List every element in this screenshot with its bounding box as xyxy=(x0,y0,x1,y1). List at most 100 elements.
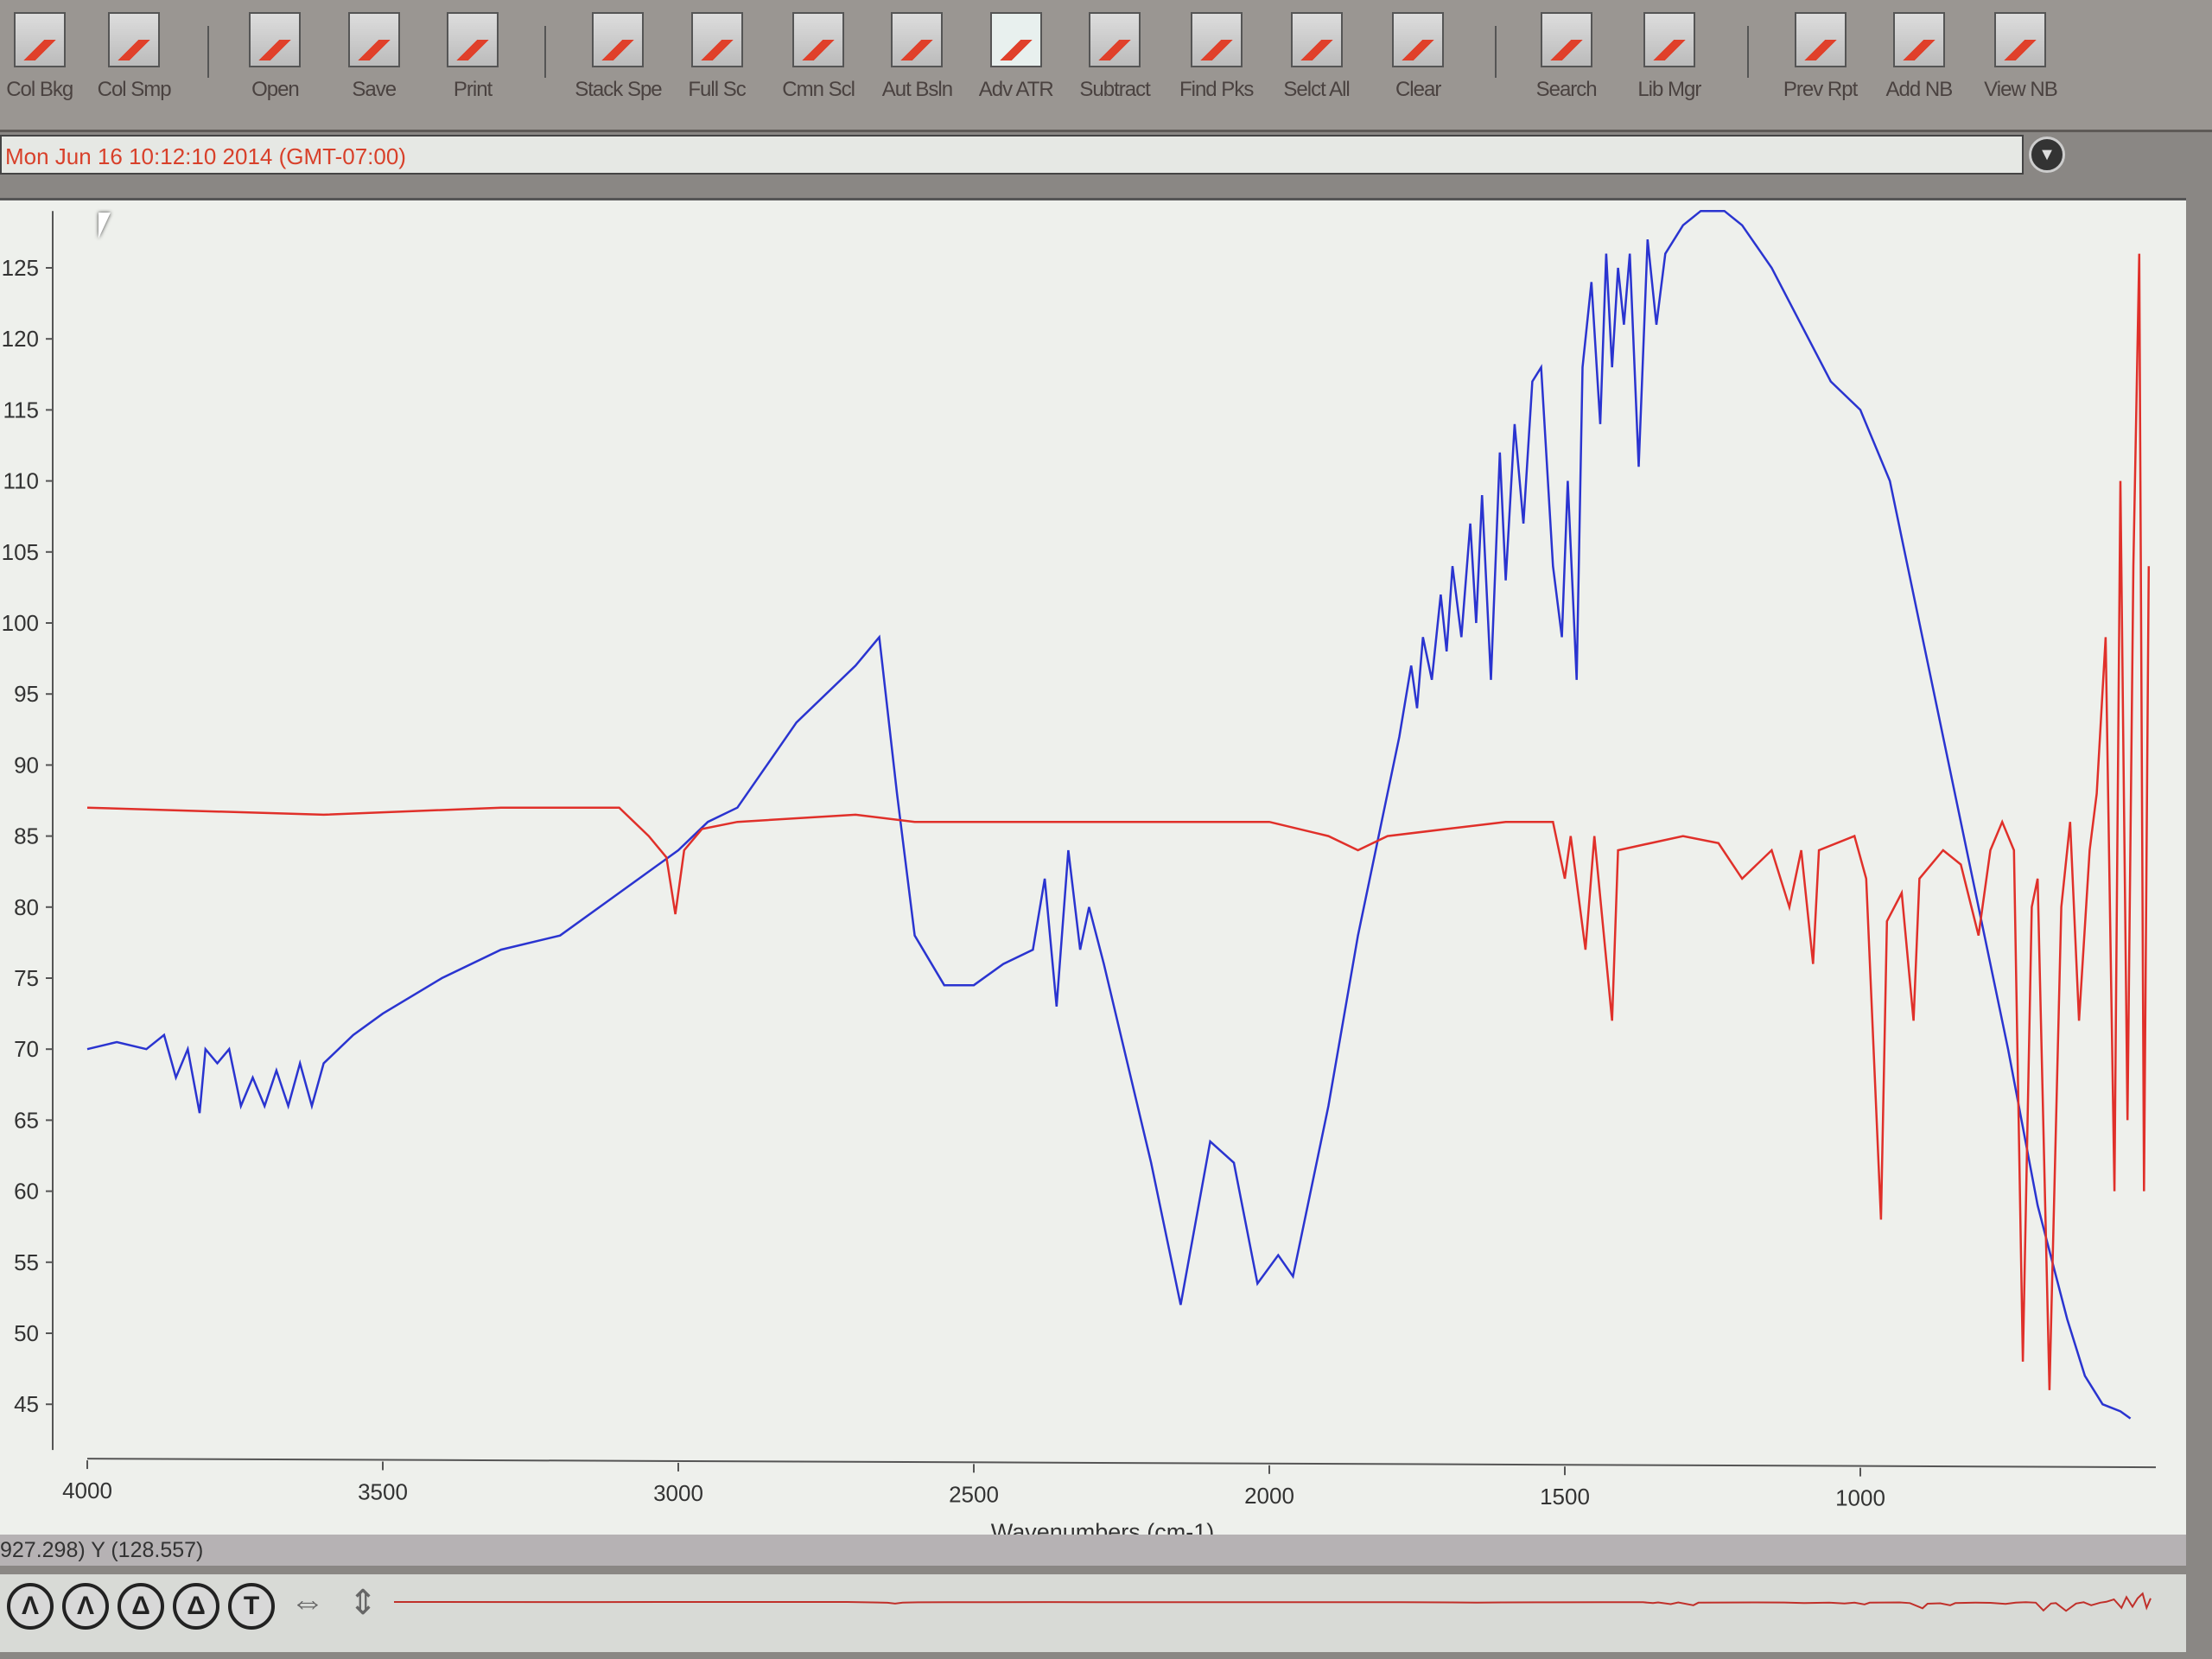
mouse-cursor-icon xyxy=(99,213,111,238)
x-axis-label: Wavenumbers (cm-1) xyxy=(991,1519,1215,1535)
peak-area-icon[interactable]: Δ xyxy=(118,1583,164,1630)
col-bkg-button[interactable]: Col Bkg xyxy=(0,12,83,116)
toolbar-button-label: Adv ATR xyxy=(978,78,1054,101)
open-button[interactable]: Open xyxy=(232,12,318,116)
find-pks-button[interactable]: Find Pks xyxy=(1173,12,1260,116)
x-tick-label: 3500 xyxy=(358,1479,408,1505)
col-smp-button[interactable]: Col Smp xyxy=(91,12,177,116)
spectrum-title-field[interactable]: Mon Jun 16 10:12:10 2014 (GMT-07:00) xyxy=(0,135,2024,175)
toolbar-separator xyxy=(1747,26,1749,78)
add-nb-button[interactable]: Add NB xyxy=(1876,12,1962,116)
open-icon xyxy=(249,12,302,67)
overview-pane[interactable] xyxy=(394,1574,2186,1652)
toolbar-button-label: Subtract xyxy=(1079,78,1150,101)
toolbar-separator xyxy=(207,26,209,78)
y-tick-label: 110 xyxy=(3,468,39,494)
auto-baseline-icon xyxy=(891,12,944,67)
x-tick-label: 1500 xyxy=(1540,1484,1590,1510)
view-nb-button[interactable]: View NB xyxy=(1977,12,2063,116)
y-tick-label: 70 xyxy=(14,1036,39,1062)
horizontal-zoom-icon[interactable]: ⇔ xyxy=(290,1583,325,1621)
cursor-readout: 927.298) Y (128.557) xyxy=(0,1538,204,1562)
stack-spe-button[interactable]: Stack Spe xyxy=(575,12,663,116)
toolbar-separator xyxy=(544,26,546,78)
search-button[interactable]: Search xyxy=(1523,12,1610,116)
print-icon xyxy=(447,12,499,67)
toolbar-button-label: Find Pks xyxy=(1179,78,1254,101)
subtract-button[interactable]: Subtract xyxy=(1071,12,1158,116)
collect-background-icon xyxy=(13,12,66,67)
toolbar-button-label: Lib Mgr xyxy=(1637,78,1701,101)
full-sc-button[interactable]: Full Sc xyxy=(674,12,760,116)
status-bar: 927.298) Y (128.557) xyxy=(0,1535,2186,1566)
y-tick-label: 125 xyxy=(2,255,39,281)
toolbar-button-label: Clear xyxy=(1395,78,1441,101)
y-tick-label: 45 xyxy=(14,1391,39,1417)
x-tick-label: 1000 xyxy=(1835,1485,1885,1511)
toolbar-button-label: Search xyxy=(1535,78,1598,101)
x-tick-label: 4000 xyxy=(62,1478,112,1503)
prev-rpt-button[interactable]: Prev Rpt xyxy=(1777,12,1864,116)
toolbar-button-label: Add NB xyxy=(1885,78,1954,101)
cmn-scl-button[interactable]: Cmn Scl xyxy=(775,12,861,116)
toolbar-button-label: Cmn Scl xyxy=(782,78,855,101)
toolbar-button-label: View NB xyxy=(1984,78,2058,101)
selct-all-button[interactable]: Selct All xyxy=(1274,12,1360,116)
toolbar-button-label: Prev Rpt xyxy=(1783,78,1858,101)
toolbar-button-label: Col Bkg xyxy=(6,78,73,101)
peak-height-icon[interactable]: Λ xyxy=(62,1583,109,1630)
print-button[interactable]: Print xyxy=(429,12,516,116)
text-annotation-icon[interactable]: T xyxy=(228,1583,275,1630)
view-notebook-icon xyxy=(1994,12,2047,67)
y-tick-label: 50 xyxy=(14,1320,39,1346)
y-tick-label: 100 xyxy=(2,610,39,636)
toolbar-separator xyxy=(1495,26,1497,78)
peak-label-icon[interactable]: Λ xyxy=(7,1583,54,1630)
overview-spectrum-line xyxy=(394,1592,2152,1612)
lib-mgr-button[interactable]: Lib Mgr xyxy=(1626,12,1713,116)
x-axis xyxy=(86,1458,2157,1469)
spectrum-chart[interactable]: 45 50 55 60 65 70 75 80 85 90 95 100 105 110 115 120 125… xyxy=(0,200,2186,1535)
y-tick-label: 90 xyxy=(14,752,39,778)
common-scale-icon xyxy=(792,12,845,67)
toolbar-button-label: Print xyxy=(453,78,493,101)
x-tick-label: 2000 xyxy=(1244,1483,1294,1509)
corrected-area-icon[interactable]: Δ xyxy=(173,1583,219,1630)
y-tick-label: 95 xyxy=(14,681,39,707)
y-tick-label: 65 xyxy=(14,1107,39,1133)
clear-button[interactable]: Clear xyxy=(1375,12,1461,116)
y-tick-label: 60 xyxy=(14,1179,39,1205)
toolbar-button-label: Aut Bsln xyxy=(881,78,953,101)
aut-bsln-button[interactable]: Aut Bsln xyxy=(874,12,960,116)
preview-report-icon xyxy=(1794,12,1847,67)
y-tick-label: 80 xyxy=(14,894,39,920)
y-tick-label: 115 xyxy=(3,397,39,423)
select-all-icon xyxy=(1290,12,1343,67)
y-tick-label: 55 xyxy=(14,1249,39,1275)
x-tick-label: 2500 xyxy=(949,1481,999,1507)
x-tick-label: 3000 xyxy=(653,1480,703,1506)
toolbar-button-label: Col Smp xyxy=(97,78,172,101)
spectrum-select-dropdown-icon[interactable]: ▼ xyxy=(2029,137,2065,173)
save-icon xyxy=(347,12,400,67)
stack-spectra-icon xyxy=(592,12,645,67)
find-peaks-icon xyxy=(1190,12,1243,67)
spectrum-window[interactable]: 45 50 55 60 65 70 75 80 85 90 95 100 105 110 115 120 125… xyxy=(0,198,2186,1535)
add-notebook-icon xyxy=(1892,12,1945,67)
collect-sample-icon xyxy=(108,12,161,67)
toolbar: Col Bkg Col Smp Open Save Print Stack Spe Full… xyxy=(0,0,2212,132)
advanced-atr-icon xyxy=(989,12,1042,67)
vertical-zoom-icon[interactable]: ⇕ xyxy=(348,1584,378,1622)
spectrum-line-2 xyxy=(86,253,2151,1390)
spectrum-title: Mon Jun 16 10:12:10 2014 (GMT-07:00) xyxy=(5,143,406,169)
toolbar-button-label: Open xyxy=(251,78,300,101)
save-button[interactable]: Save xyxy=(331,12,417,116)
bottom-toolbar: Λ Λ Δ Δ T ⇔ ⇕ xyxy=(0,1574,2186,1652)
y-tick-label: 85 xyxy=(14,823,39,849)
toolbar-button-label: Selct All xyxy=(1283,78,1350,101)
clear-icon xyxy=(1392,12,1445,67)
toolbar-button-label: Stack Spe xyxy=(575,78,662,101)
y-tick-label: 75 xyxy=(14,965,39,991)
adv-atr-button[interactable]: Adv ATR xyxy=(973,12,1059,116)
search-icon xyxy=(1540,12,1592,67)
